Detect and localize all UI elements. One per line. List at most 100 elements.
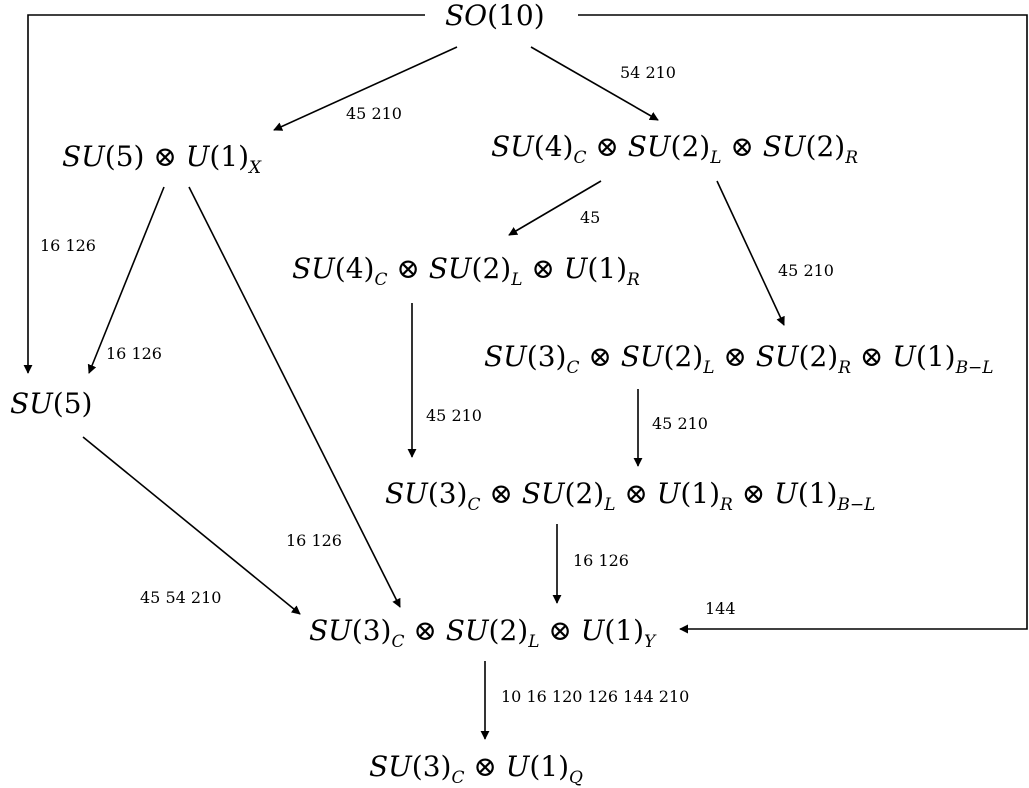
node-part: L — [604, 495, 615, 515]
node-part: (10) — [487, 0, 544, 32]
node-part: (1) — [798, 477, 838, 510]
node-part: SU — [385, 477, 428, 510]
node-part: R — [720, 495, 733, 515]
node-part: R — [627, 270, 640, 290]
node-part: U — [892, 340, 916, 373]
node-pati-salam: SU(4)C ⊗ SU(2)L ⊗ SU(2)R — [491, 133, 858, 161]
node-part: C — [451, 768, 464, 788]
node-part: B−L — [837, 495, 875, 515]
node-part: ⊗ — [721, 130, 762, 163]
node-part: ⊗ — [539, 614, 580, 647]
node-part: Y — [644, 632, 655, 652]
node-part: (1) — [680, 477, 720, 510]
node-part: (4) — [534, 130, 574, 163]
node-part: SU — [369, 750, 412, 783]
node-part: ⊗ — [615, 477, 656, 510]
node-part: (2) — [489, 614, 529, 647]
node-part: L — [710, 148, 721, 168]
node-part: SU — [628, 130, 671, 163]
node-part: C — [374, 270, 387, 290]
node-part: SU — [491, 130, 534, 163]
label-su5-to-sm: 45 54 210 — [140, 590, 221, 606]
label-so10-to-su5u1x: 45 210 — [346, 106, 402, 122]
node-part: (3) — [527, 340, 567, 373]
label-su5u1x-to-sm: 16 126 — [286, 533, 342, 549]
node-part: ⊗ — [404, 614, 445, 647]
label-so10-to-sm: 144 — [705, 601, 736, 617]
node-part: R — [845, 148, 858, 168]
node-part: B−L — [956, 358, 994, 378]
node-part: ⊗ — [522, 252, 563, 285]
node-su5: SU(5) — [10, 390, 92, 418]
node-part: C — [467, 495, 480, 515]
node-part: ⊗ — [714, 340, 755, 373]
node-part: ⊗ — [586, 130, 627, 163]
node-part: ⊗ — [851, 340, 892, 373]
edge-so10-to-pati-salam — [531, 47, 658, 120]
node-part: (2) — [565, 477, 605, 510]
node-standard-model: SU(3)C ⊗ SU(2)L ⊗ U(1)Y — [309, 617, 655, 645]
label-so10-to-pati-salam: 54 210 — [620, 65, 676, 81]
node-part: (2) — [671, 130, 711, 163]
edge-pati-salam-to-lr — [717, 181, 784, 325]
node-part: ⊗ — [387, 252, 428, 285]
label-su3su2u1u1-to-sm: 16 126 — [573, 553, 629, 569]
node-part: C — [573, 148, 586, 168]
node-part: U — [581, 614, 605, 647]
node-part: SU — [292, 252, 335, 285]
node-part: (1) — [587, 252, 627, 285]
node-su5-u1x: SU(5) ⊗ U(1)X — [62, 143, 261, 171]
node-part: SU — [309, 614, 352, 647]
node-part: (1) — [529, 750, 569, 783]
node-part: R — [838, 358, 851, 378]
node-part: U — [564, 252, 588, 285]
label-pati-salam-to-lr: 45 210 — [778, 263, 834, 279]
node-part: ⊗ — [579, 340, 620, 373]
label-so10-to-su5: 16 126 — [40, 238, 96, 254]
node-part: ⊗ — [480, 477, 521, 510]
node-so10: SO(10) — [445, 2, 545, 30]
node-part: (5) — [53, 387, 93, 420]
node-part: L — [511, 270, 522, 290]
node-part: SU — [756, 340, 799, 373]
edge-so10-to-sm — [578, 15, 1027, 629]
node-part: SU — [522, 477, 565, 510]
node-part: (5) ⊗ — [105, 140, 186, 173]
label-pati-salam-to-su4su2u1: 45 — [580, 210, 600, 226]
node-su3-su2-u1r-u1bl: SU(3)C ⊗ SU(2)L ⊗ U(1)R ⊗ U(1)B−L — [385, 480, 875, 508]
node-part: (3) — [428, 477, 468, 510]
node-part: (1) — [916, 340, 956, 373]
node-part: ⊗ — [464, 750, 505, 783]
label-lr-to-su3su2u1u1: 45 210 — [652, 416, 708, 432]
node-su3-u1q: SU(3)C ⊗ U(1)Q — [369, 753, 583, 781]
node-part: (2) — [799, 340, 839, 373]
node-part: SU — [429, 252, 472, 285]
node-part: (2) — [472, 252, 512, 285]
node-part: Q — [569, 768, 583, 788]
label-su5u1x-to-su5: 16 126 — [106, 346, 162, 362]
node-su4-su2-u1r: SU(4)C ⊗ SU(2)L ⊗ U(1)R — [292, 255, 640, 283]
node-part: (3) — [352, 614, 392, 647]
node-part: L — [528, 632, 539, 652]
node-part: U — [186, 140, 210, 173]
node-part: C — [391, 632, 404, 652]
node-part: (2) — [664, 340, 704, 373]
node-part: SU — [763, 130, 806, 163]
node-part: SU — [446, 614, 489, 647]
node-part: C — [566, 358, 579, 378]
node-part: (4) — [335, 252, 375, 285]
node-part: SU — [10, 387, 53, 420]
node-part: X — [249, 158, 261, 178]
node-part: U — [774, 477, 798, 510]
node-part: (2) — [806, 130, 846, 163]
node-part: SU — [62, 140, 105, 173]
node-part: U — [506, 750, 530, 783]
node-part: SO — [445, 0, 487, 32]
node-part: SU — [484, 340, 527, 373]
edge-so10-to-su5 — [28, 15, 425, 373]
node-part: (3) — [412, 750, 452, 783]
label-sm-to-final: 10 16 120 126 144 210 — [501, 689, 689, 705]
node-part: SU — [621, 340, 664, 373]
node-part: L — [703, 358, 714, 378]
